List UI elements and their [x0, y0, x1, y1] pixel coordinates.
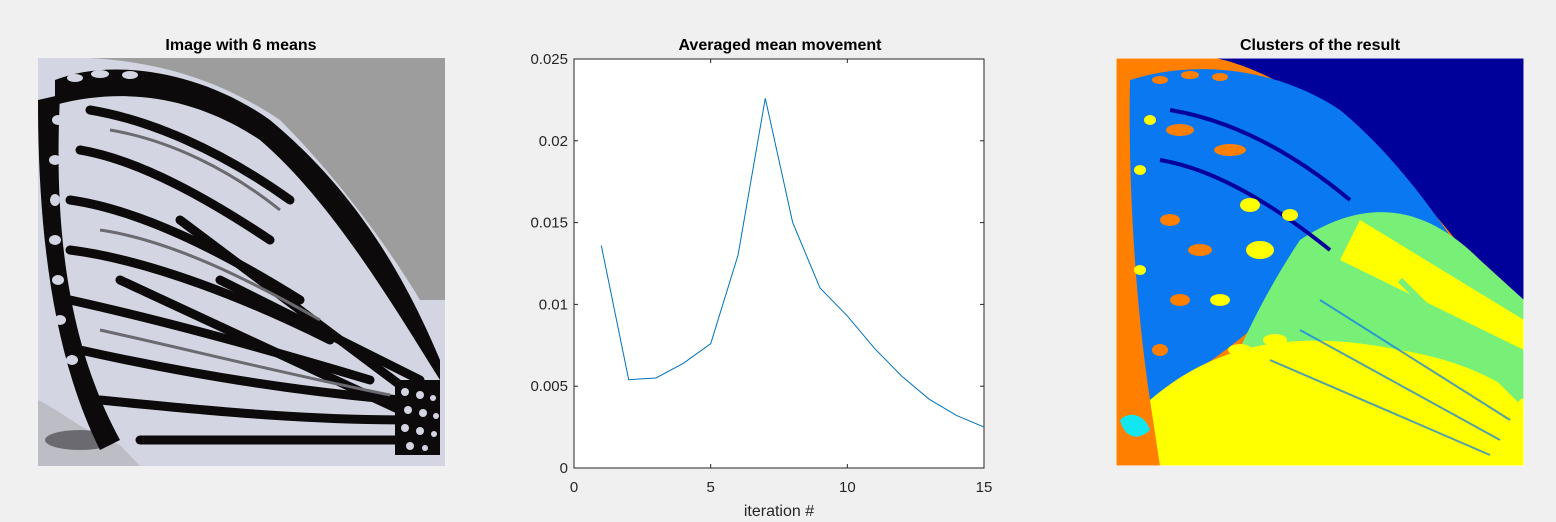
y-tick-label: 0 [560, 460, 568, 477]
x-tick-label: 0 [570, 479, 578, 496]
x-axis-label: iteration # [744, 503, 814, 520]
y-tick-label: 0.01 [539, 296, 568, 313]
chart-title: Averaged mean movement [678, 37, 882, 54]
right-panel-title: Clusters of the result [1240, 37, 1401, 54]
x-tick-label: 5 [706, 479, 714, 496]
right-clusters-image [1116, 58, 1524, 466]
left-panel-title: Image with 6 means [165, 37, 316, 54]
line-chart: 0 5 10 15 0 0.005 0.01 0.015 0.02 0.025 [530, 51, 992, 496]
y-tick-label: 0.005 [530, 378, 568, 395]
plot-area [573, 58, 985, 469]
left-butterfly-image [38, 58, 445, 466]
y-tick-label: 0.015 [530, 215, 568, 232]
x-tick-label: 10 [839, 479, 856, 496]
y-tick-label: 0.02 [539, 133, 568, 150]
x-tick-label: 15 [976, 479, 993, 496]
series-line [600, 98, 984, 428]
y-tick-label: 0.025 [530, 51, 568, 68]
